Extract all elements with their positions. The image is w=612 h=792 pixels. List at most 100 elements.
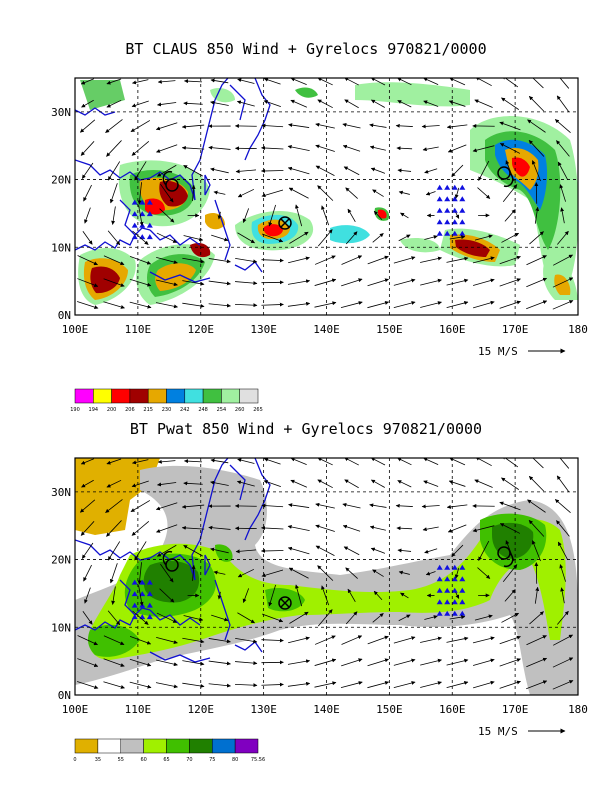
y-tick-label: 30N <box>51 106 71 119</box>
wind-vector <box>210 167 229 174</box>
colorbar-swatch <box>221 388 240 404</box>
wind-vector <box>422 526 439 532</box>
gyre-triangle <box>451 207 458 213</box>
wind-vector <box>107 541 121 561</box>
wind-vector <box>472 256 495 264</box>
wind-vector <box>242 208 250 223</box>
wind-vector <box>478 540 490 561</box>
colorbar-label: 0 <box>73 757 76 763</box>
wind-vector <box>268 584 276 607</box>
wind-vector <box>501 232 520 243</box>
colorbar-label: 265 <box>253 407 263 413</box>
wind-vector <box>502 78 519 88</box>
wind-vector <box>288 636 310 644</box>
chart2-colorbar: 0 35 55 60 65 70 75 80 75.56 <box>73 738 265 763</box>
wind-vector <box>314 658 337 666</box>
wind-vector <box>263 100 281 108</box>
wind-vector <box>261 526 284 531</box>
wind-vector <box>290 78 307 85</box>
wind-vector <box>317 565 334 581</box>
wind-vector <box>210 547 229 554</box>
wind-vector <box>84 587 91 604</box>
wind-vector <box>155 659 178 667</box>
x-tick-label: 130E <box>250 323 277 336</box>
wind-vector <box>556 140 570 157</box>
wind-vector <box>235 549 257 554</box>
wind-vector <box>451 164 464 177</box>
gyre-triangle <box>459 610 466 616</box>
chart1-x-ticks: 100E 110E 120E 130E 140E 150E 160E 170E 180 <box>62 323 588 336</box>
wind-vector <box>181 525 205 530</box>
wind-vector <box>421 124 440 129</box>
colorbar-swatch <box>143 738 167 754</box>
wind-vector <box>341 278 363 287</box>
wind-vector <box>235 303 258 308</box>
gyre-triangle <box>459 207 466 213</box>
wind-vector <box>288 503 310 508</box>
wind-vector <box>342 122 361 129</box>
wind-vector <box>477 187 491 199</box>
colorbar-label: 215 <box>143 407 153 413</box>
wind-vector <box>107 610 121 626</box>
wind-vector <box>217 211 222 220</box>
wind-vector <box>552 300 574 310</box>
gyre-triangle <box>459 230 466 236</box>
gyre-triangle <box>451 564 458 570</box>
wind-vector <box>425 191 436 196</box>
wind-vector <box>393 256 416 264</box>
colorbar-label: 60 <box>140 757 146 763</box>
wind-vector <box>290 99 308 108</box>
wind-vector <box>369 503 387 508</box>
wind-vector <box>474 99 493 108</box>
wind-vector <box>554 499 571 514</box>
wind-vector <box>287 279 311 285</box>
wind-vector <box>155 502 178 511</box>
wind-vector <box>529 611 544 625</box>
wind-vector <box>393 636 416 644</box>
wind-vector <box>560 207 565 224</box>
wind-vector <box>556 78 570 89</box>
wind-vector <box>526 277 548 288</box>
wind-vector <box>340 301 363 309</box>
wind-vector <box>423 458 439 466</box>
chart2-y-ticks: 0N 10N 20N 30N <box>51 486 71 702</box>
wind-vector <box>314 635 336 645</box>
wind-vector <box>103 255 125 265</box>
wind-vector <box>367 658 389 667</box>
wind-vector <box>210 480 229 486</box>
wind-vector <box>159 588 175 603</box>
x-tick-label: 170E <box>502 323 529 336</box>
gyre-triangle <box>131 234 138 240</box>
chart2-wind-vectors <box>76 458 574 690</box>
wind-vector <box>77 658 99 668</box>
gyre-triangle <box>459 219 466 225</box>
wind-vector <box>560 587 565 604</box>
wind-vector <box>106 99 122 108</box>
wind-vector <box>446 658 469 666</box>
wind-vector <box>424 615 438 620</box>
wind-vector <box>531 160 541 182</box>
wind-vector <box>347 208 356 223</box>
y-tick-label: 20N <box>51 554 71 567</box>
gyre-triangle <box>459 564 466 570</box>
gyre-triangle <box>146 199 153 205</box>
x-tick-label: 120E <box>188 323 215 336</box>
wind-vector <box>526 300 548 310</box>
wind-vector <box>367 255 389 265</box>
colorbar-swatch <box>74 738 99 754</box>
wind-vector <box>502 564 518 582</box>
wind-vector <box>454 567 460 579</box>
wind-vector <box>81 99 94 108</box>
wind-vector <box>183 481 203 486</box>
gyre-triangle <box>451 587 458 593</box>
chart1-y-ticks: 0N 10N 20N 30N <box>51 106 71 322</box>
wind-vector <box>182 280 205 286</box>
wind-vector <box>451 544 464 557</box>
wind-vector <box>472 145 495 153</box>
wind-vector <box>261 258 284 263</box>
gyre-triangle <box>459 599 466 605</box>
x-tick-label: 100E <box>62 703 89 716</box>
wind-vector <box>103 301 125 309</box>
wind-vector <box>473 300 495 309</box>
gyre-triangle <box>139 234 146 240</box>
